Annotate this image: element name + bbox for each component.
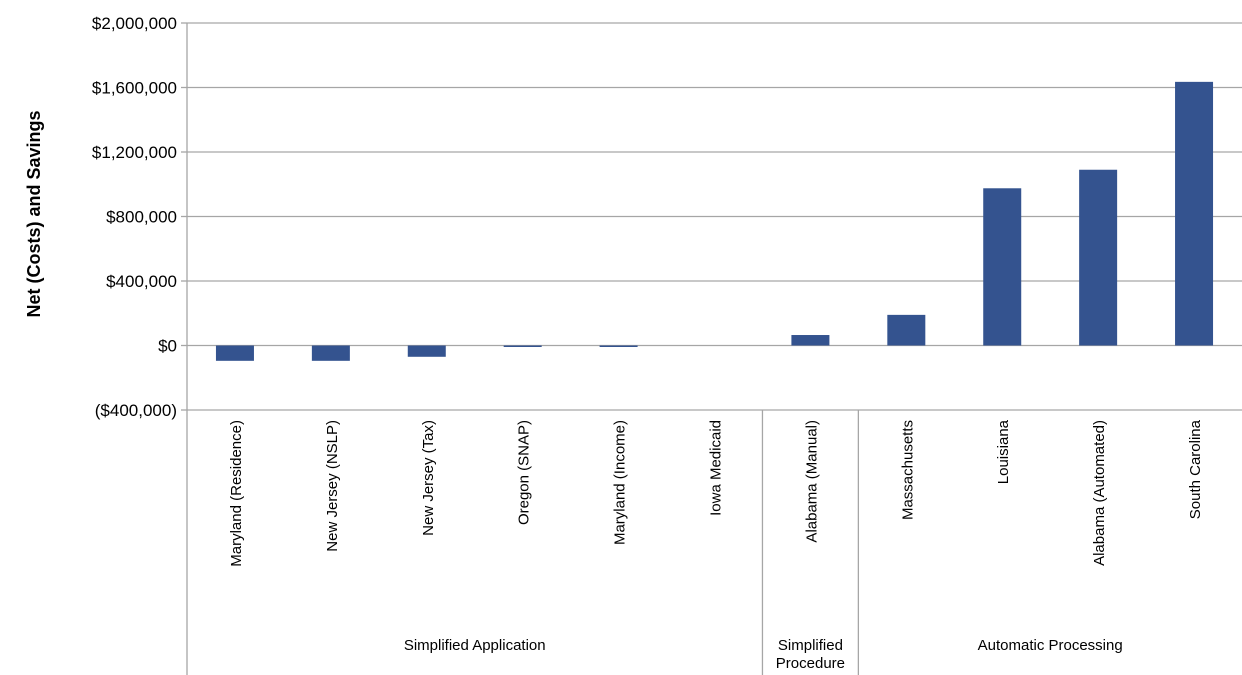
gridlines [187, 22, 1242, 411]
category-label: Louisiana [995, 419, 1012, 484]
category-label: Iowa Medicaid [708, 420, 725, 516]
bar [599, 345, 638, 347]
y-tick-label: $1,600,000 [92, 79, 177, 98]
group-labels: Simplified Application SimplifiedProcedur… [404, 637, 1123, 672]
group-label: Simplified Application [404, 637, 546, 654]
category-label: Maryland (Income) [612, 420, 629, 545]
category-labels: Maryland (Residence) New Jersey (NSLP) New… [228, 419, 1204, 566]
y-axis-label: Net (Costs) and Savings [24, 110, 44, 317]
y-tick-label: $400,000 [106, 272, 177, 291]
y-tick-label: $2,000,000 [92, 14, 177, 33]
bar [887, 314, 926, 346]
category-label: South Carolina [1187, 419, 1204, 519]
category-label: Oregon (SNAP) [516, 420, 533, 525]
y-tick-label: $800,000 [106, 208, 177, 227]
category-label: Massachusetts [899, 420, 916, 520]
y-tick-label: ($400,000) [95, 401, 177, 420]
bar [407, 345, 446, 357]
category-label: Maryland (Residence) [228, 420, 245, 567]
bar [983, 188, 1022, 346]
group-label: Procedure [776, 655, 845, 672]
bar [1175, 81, 1214, 346]
bar [791, 335, 830, 346]
bar [503, 345, 542, 347]
bar [215, 345, 254, 361]
group-label: Simplified [778, 637, 843, 654]
category-label: Alabama (Automated) [1091, 420, 1108, 566]
group-label: Automatic Processing [978, 637, 1123, 654]
category-label: New Jersey (NSLP) [324, 420, 341, 552]
bars [215, 81, 1214, 361]
y-tick-label: $0 [158, 337, 177, 356]
bar [311, 345, 350, 361]
bar [1079, 169, 1118, 346]
y-tick-label: $1,200,000 [92, 143, 177, 162]
y-tick-labels: ($400,000) $0 $400,000 $800,000 $1,200,000 $1… [92, 14, 177, 420]
category-label: Alabama (Manual) [803, 420, 820, 543]
category-label: New Jersey (Tax) [420, 420, 437, 536]
axes [181, 22, 860, 675]
